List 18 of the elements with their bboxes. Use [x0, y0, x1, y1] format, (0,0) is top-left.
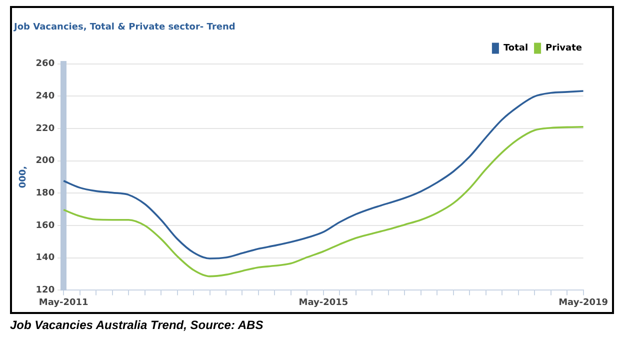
y-tick-label: 240 [36, 91, 55, 102]
legend-label: Total [503, 44, 528, 54]
x-tick-label: May-2019 [558, 298, 608, 308]
chart-title: Job Vacancies, Total & Private sector- Trend [13, 22, 236, 33]
line-series [62, 90, 584, 260]
text: Job Vacancies Australia Trend, Source: ABS [10, 318, 264, 332]
y-tick-label: 200 [36, 156, 55, 166]
x-tick-label: May-2011 [38, 298, 88, 308]
y-tick-label: 220 [36, 124, 55, 134]
x-tick-label: May-2015 [298, 298, 348, 308]
y-axis-title: 000, [18, 166, 29, 188]
y-tick-label: 120 [36, 286, 55, 296]
y-tick-label: 140 [36, 253, 55, 264]
y-tick-label: 260 [36, 59, 55, 70]
y-tick-label: 180 [36, 188, 55, 199]
line-series [62, 126, 584, 278]
y-tick-label: 160 [36, 220, 55, 231]
legend-label: Private [546, 44, 582, 54]
